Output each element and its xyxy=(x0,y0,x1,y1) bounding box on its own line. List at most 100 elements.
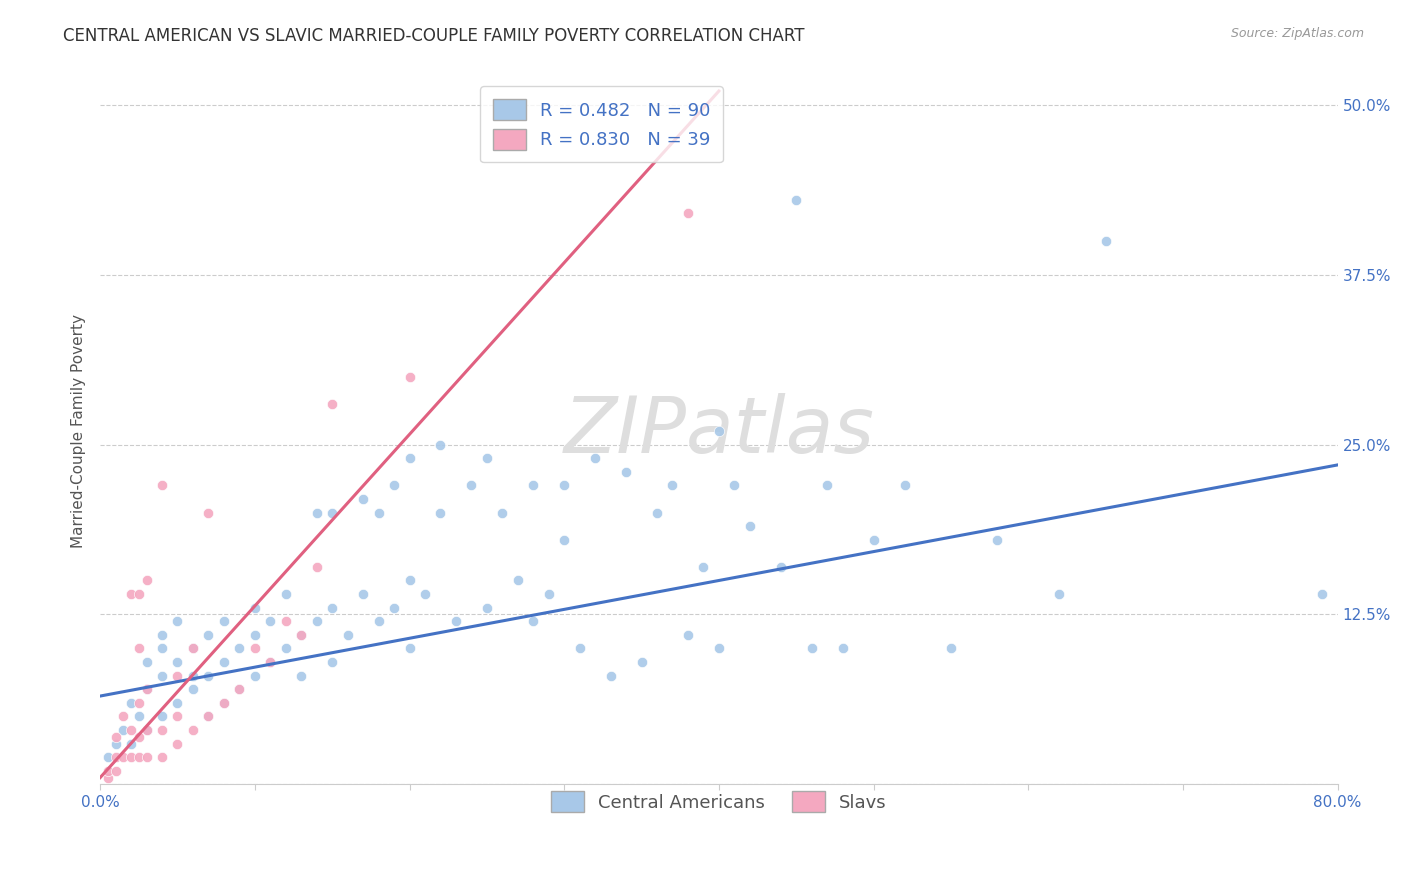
Point xyxy=(444,614,467,628)
Point xyxy=(181,723,204,737)
Point xyxy=(104,730,127,744)
Point xyxy=(723,478,745,492)
Point xyxy=(661,478,683,492)
Point xyxy=(599,668,621,682)
Point xyxy=(104,750,127,764)
Point xyxy=(939,641,962,656)
Point xyxy=(243,628,266,642)
Point xyxy=(112,709,135,723)
Point xyxy=(181,668,204,682)
Point xyxy=(135,574,157,588)
Point xyxy=(290,628,312,642)
Point xyxy=(382,600,405,615)
Point xyxy=(166,655,188,669)
Point xyxy=(460,478,482,492)
Point xyxy=(259,655,281,669)
Point xyxy=(181,641,204,656)
Point xyxy=(166,668,188,682)
Point xyxy=(97,764,120,778)
Point xyxy=(128,709,150,723)
Point xyxy=(197,628,219,642)
Point xyxy=(321,600,343,615)
Point xyxy=(290,668,312,682)
Point xyxy=(676,206,699,220)
Point xyxy=(305,560,328,574)
Point xyxy=(228,682,250,697)
Point xyxy=(274,587,297,601)
Point xyxy=(135,655,157,669)
Point xyxy=(166,737,188,751)
Point xyxy=(128,587,150,601)
Point xyxy=(568,641,591,656)
Point xyxy=(112,750,135,764)
Point xyxy=(738,519,761,533)
Point xyxy=(197,709,219,723)
Point xyxy=(1310,587,1333,601)
Point xyxy=(1094,234,1116,248)
Point xyxy=(135,682,157,697)
Point xyxy=(429,506,451,520)
Point xyxy=(352,587,374,601)
Point xyxy=(166,696,188,710)
Point xyxy=(491,506,513,520)
Point xyxy=(274,641,297,656)
Point xyxy=(197,668,219,682)
Point xyxy=(150,478,173,492)
Point xyxy=(128,750,150,764)
Point xyxy=(150,723,173,737)
Point xyxy=(128,641,150,656)
Point xyxy=(676,628,699,642)
Point xyxy=(815,478,838,492)
Point xyxy=(104,764,127,778)
Point xyxy=(212,696,235,710)
Text: ZIPatlas: ZIPatlas xyxy=(564,393,875,469)
Point xyxy=(166,614,188,628)
Point xyxy=(692,560,714,574)
Point xyxy=(212,655,235,669)
Point xyxy=(181,682,204,697)
Point xyxy=(321,397,343,411)
Point xyxy=(475,451,498,466)
Legend: Central Americans, Slavs: Central Americans, Slavs xyxy=(538,779,900,825)
Point xyxy=(150,668,173,682)
Y-axis label: Married-Couple Family Poverty: Married-Couple Family Poverty xyxy=(72,314,86,548)
Point xyxy=(112,723,135,737)
Point xyxy=(707,424,730,438)
Point xyxy=(769,560,792,574)
Point xyxy=(367,614,389,628)
Point xyxy=(212,696,235,710)
Point xyxy=(398,641,420,656)
Point xyxy=(259,614,281,628)
Point xyxy=(120,750,142,764)
Point xyxy=(228,641,250,656)
Point xyxy=(128,730,150,744)
Point xyxy=(305,614,328,628)
Point xyxy=(120,587,142,601)
Point xyxy=(197,709,219,723)
Point xyxy=(382,478,405,492)
Text: Source: ZipAtlas.com: Source: ZipAtlas.com xyxy=(1230,27,1364,40)
Point xyxy=(150,628,173,642)
Point xyxy=(305,506,328,520)
Point xyxy=(243,641,266,656)
Text: CENTRAL AMERICAN VS SLAVIC MARRIED-COUPLE FAMILY POVERTY CORRELATION CHART: CENTRAL AMERICAN VS SLAVIC MARRIED-COUPL… xyxy=(63,27,804,45)
Point xyxy=(800,641,823,656)
Point xyxy=(553,533,575,547)
Point xyxy=(120,737,142,751)
Point xyxy=(614,465,637,479)
Point xyxy=(135,750,157,764)
Point xyxy=(243,600,266,615)
Point xyxy=(150,641,173,656)
Point xyxy=(475,600,498,615)
Point xyxy=(150,709,173,723)
Point xyxy=(290,628,312,642)
Point xyxy=(128,696,150,710)
Point xyxy=(398,451,420,466)
Point xyxy=(352,491,374,506)
Point xyxy=(135,682,157,697)
Point xyxy=(893,478,915,492)
Point xyxy=(321,506,343,520)
Point xyxy=(181,641,204,656)
Point xyxy=(831,641,853,656)
Point xyxy=(321,655,343,669)
